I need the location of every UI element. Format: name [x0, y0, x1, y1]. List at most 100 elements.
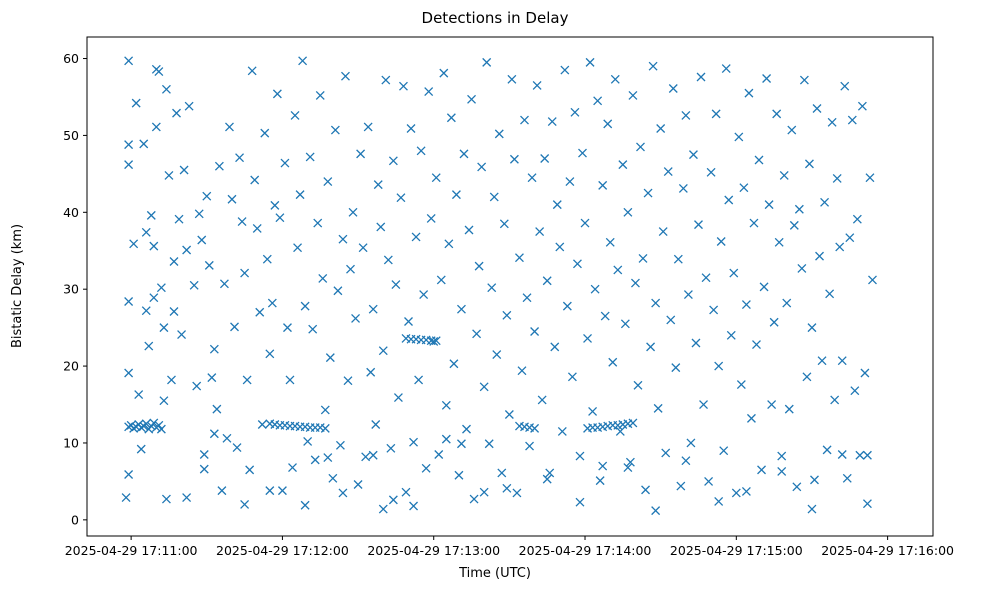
data-point-55	[237, 217, 247, 226]
data-point-188	[572, 259, 582, 269]
data-point-259	[752, 340, 761, 350]
data-point-34	[184, 101, 194, 111]
data-point-95	[338, 234, 348, 244]
data-point-352	[628, 418, 638, 428]
data-point-59	[247, 66, 257, 76]
data-point-270	[779, 170, 789, 180]
data-point-164	[512, 488, 522, 498]
x-axis-label: Time (UTC)	[458, 566, 531, 581]
data-point-159	[499, 219, 509, 229]
data-point-15	[146, 210, 156, 220]
data-point-210	[628, 90, 638, 100]
data-point-227	[671, 363, 681, 373]
data-point-141	[454, 470, 464, 480]
data-point-133	[434, 450, 444, 459]
data-point-53	[232, 443, 242, 453]
data-point-304	[865, 173, 875, 183]
data-point-260	[754, 155, 764, 165]
data-point-117	[393, 393, 403, 403]
data-point-198	[598, 180, 608, 190]
data-point-353	[161, 494, 171, 504]
data-point-129	[424, 87, 434, 97]
data-point-217	[646, 342, 656, 352]
data-point-380	[862, 450, 872, 460]
data-point-0	[124, 56, 134, 66]
data-point-196	[593, 96, 603, 106]
data-point-96	[341, 71, 350, 81]
data-point-20	[154, 67, 164, 77]
data-point-267	[772, 109, 782, 119]
data-point-190	[578, 148, 587, 158]
data-point-23	[159, 396, 169, 406]
data-point-138	[446, 113, 456, 123]
data-point-25	[164, 170, 174, 180]
data-point-31	[177, 330, 187, 340]
data-point-234	[688, 150, 698, 160]
y-tick-label-2: 20	[63, 359, 79, 374]
data-point-238	[699, 400, 708, 409]
data-point-46	[214, 161, 224, 171]
data-point-160	[502, 310, 512, 320]
data-point-356	[240, 500, 250, 509]
data-point-280	[804, 159, 814, 169]
data-point-64	[260, 128, 270, 138]
data-point-294	[840, 81, 850, 91]
data-point-137	[444, 239, 454, 249]
data-point-27	[169, 257, 179, 266]
data-point-377	[777, 466, 787, 476]
data-point-145	[464, 225, 474, 235]
data-point-183	[560, 65, 570, 75]
data-point-12	[141, 227, 151, 237]
data-point-17	[149, 293, 159, 303]
data-point-239	[701, 273, 711, 283]
data-point-306	[124, 422, 134, 432]
scatter-marks	[121, 56, 877, 516]
data-point-301	[857, 101, 867, 111]
data-point-76	[290, 110, 300, 120]
data-point-72	[280, 158, 290, 168]
data-point-276	[794, 204, 804, 214]
data-point-305	[868, 275, 877, 285]
data-point-221	[656, 124, 666, 133]
data-point-248	[724, 195, 734, 205]
data-point-2	[124, 160, 134, 170]
data-point-319	[156, 424, 166, 434]
data-point-201	[605, 237, 615, 247]
data-point-187	[570, 107, 580, 117]
data-point-362	[378, 504, 388, 514]
data-point-255	[741, 300, 751, 310]
data-point-178	[547, 117, 557, 127]
data-point-253	[736, 380, 746, 389]
data-point-128	[421, 463, 431, 473]
data-point-88	[320, 405, 330, 415]
data-point-52	[230, 322, 239, 332]
data-point-355	[209, 429, 219, 439]
data-point-252	[734, 132, 744, 142]
data-point-272	[784, 404, 794, 414]
data-point-85	[313, 218, 323, 228]
data-point-140	[451, 190, 461, 200]
data-point-83	[308, 324, 318, 334]
data-point-223	[661, 448, 671, 458]
data-point-185	[565, 177, 575, 187]
data-point-44	[209, 344, 219, 354]
x-axis-ticks: 2025-04-29 17:11:00 2025-04-29 17:12:00 20…	[65, 536, 954, 558]
data-point-42	[204, 260, 214, 270]
data-point-360	[338, 488, 348, 498]
data-point-316	[149, 418, 159, 428]
data-point-97	[343, 376, 353, 386]
data-point-271	[782, 298, 792, 308]
data-point-48	[219, 279, 229, 289]
data-point-205	[615, 426, 625, 436]
data-point-206	[618, 160, 628, 170]
data-point-21	[156, 283, 166, 293]
data-point-30	[174, 214, 184, 224]
data-point-211	[630, 278, 640, 288]
data-point-170	[527, 173, 537, 183]
data-point-163	[509, 154, 519, 164]
data-point-161	[504, 410, 514, 419]
data-point-282	[810, 475, 819, 485]
x-tick-label-5: 2025-04-29 17:16:00	[821, 543, 954, 558]
data-point-134	[436, 275, 446, 285]
